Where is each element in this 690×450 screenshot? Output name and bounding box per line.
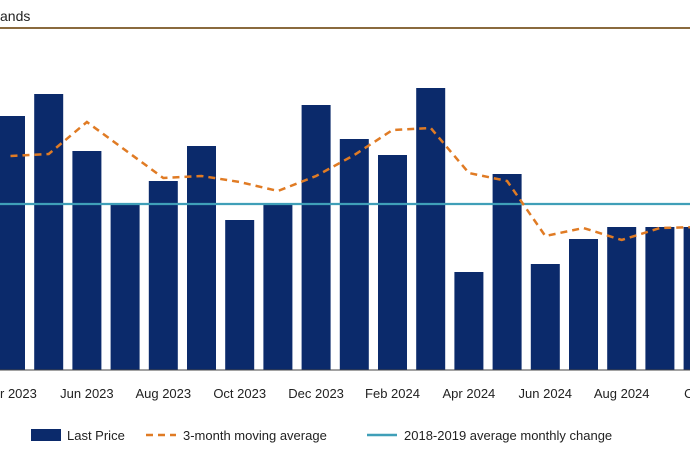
x-tick-label: Apr 2024 <box>443 386 496 401</box>
x-tick-label: Oc <box>684 386 690 401</box>
bar-may-2024 <box>492 174 522 370</box>
x-tick-label: Aug 2023 <box>135 386 191 401</box>
bar-oct-2024 <box>683 227 690 370</box>
legend: Last Price 3-month moving average 2018-2… <box>31 428 612 443</box>
y-unit-label: ands <box>0 8 30 24</box>
legend-label-moving-average: 3-month moving average <box>183 428 327 443</box>
moving-average-layer <box>10 120 690 242</box>
bar-nov-2023 <box>263 205 293 370</box>
bar-jun-2023 <box>72 151 102 370</box>
bar-oct-2023 <box>225 220 255 370</box>
bars-layer <box>0 88 690 370</box>
x-tick-label: Jun 2023 <box>60 386 114 401</box>
bar-aug-2024 <box>607 227 637 370</box>
x-tick-label: Feb 2024 <box>365 386 420 401</box>
bar-mar-2024 <box>416 88 446 370</box>
bar-jan-2024 <box>339 139 369 370</box>
bar-aug-2023 <box>148 181 178 370</box>
bar-feb-2024 <box>378 155 407 370</box>
legend-label-last-price: Last Price <box>67 428 125 443</box>
bar-may-2023 <box>34 94 64 370</box>
bar-apr-2023 <box>0 116 25 370</box>
x-tick-label: Oct 2023 <box>213 386 266 401</box>
x-tick-label: Dec 2023 <box>288 386 344 401</box>
bar-apr-2024 <box>454 272 484 370</box>
bar-jul-2023 <box>110 203 140 370</box>
moving-average-line <box>10 120 690 242</box>
x-tick-label: Aug 2024 <box>594 386 650 401</box>
legend-swatch-last-price <box>31 429 61 441</box>
bar-jun-2024 <box>530 264 560 370</box>
legend-label-benchmark: 2018-2019 average monthly change <box>404 428 612 443</box>
x-tick-label: r 2023 <box>0 386 37 401</box>
bar-jul-2024 <box>569 239 598 370</box>
bar-sep-2024 <box>645 227 675 370</box>
bar-sep-2023 <box>187 146 216 370</box>
bar-dec-2023 <box>301 105 331 370</box>
x-tick-labels: r 2023 Jun 2023 Aug 2023 Oct 2023 Dec 2023 Fe… <box>0 386 690 401</box>
x-tick-label: Jun 2024 <box>519 386 573 401</box>
